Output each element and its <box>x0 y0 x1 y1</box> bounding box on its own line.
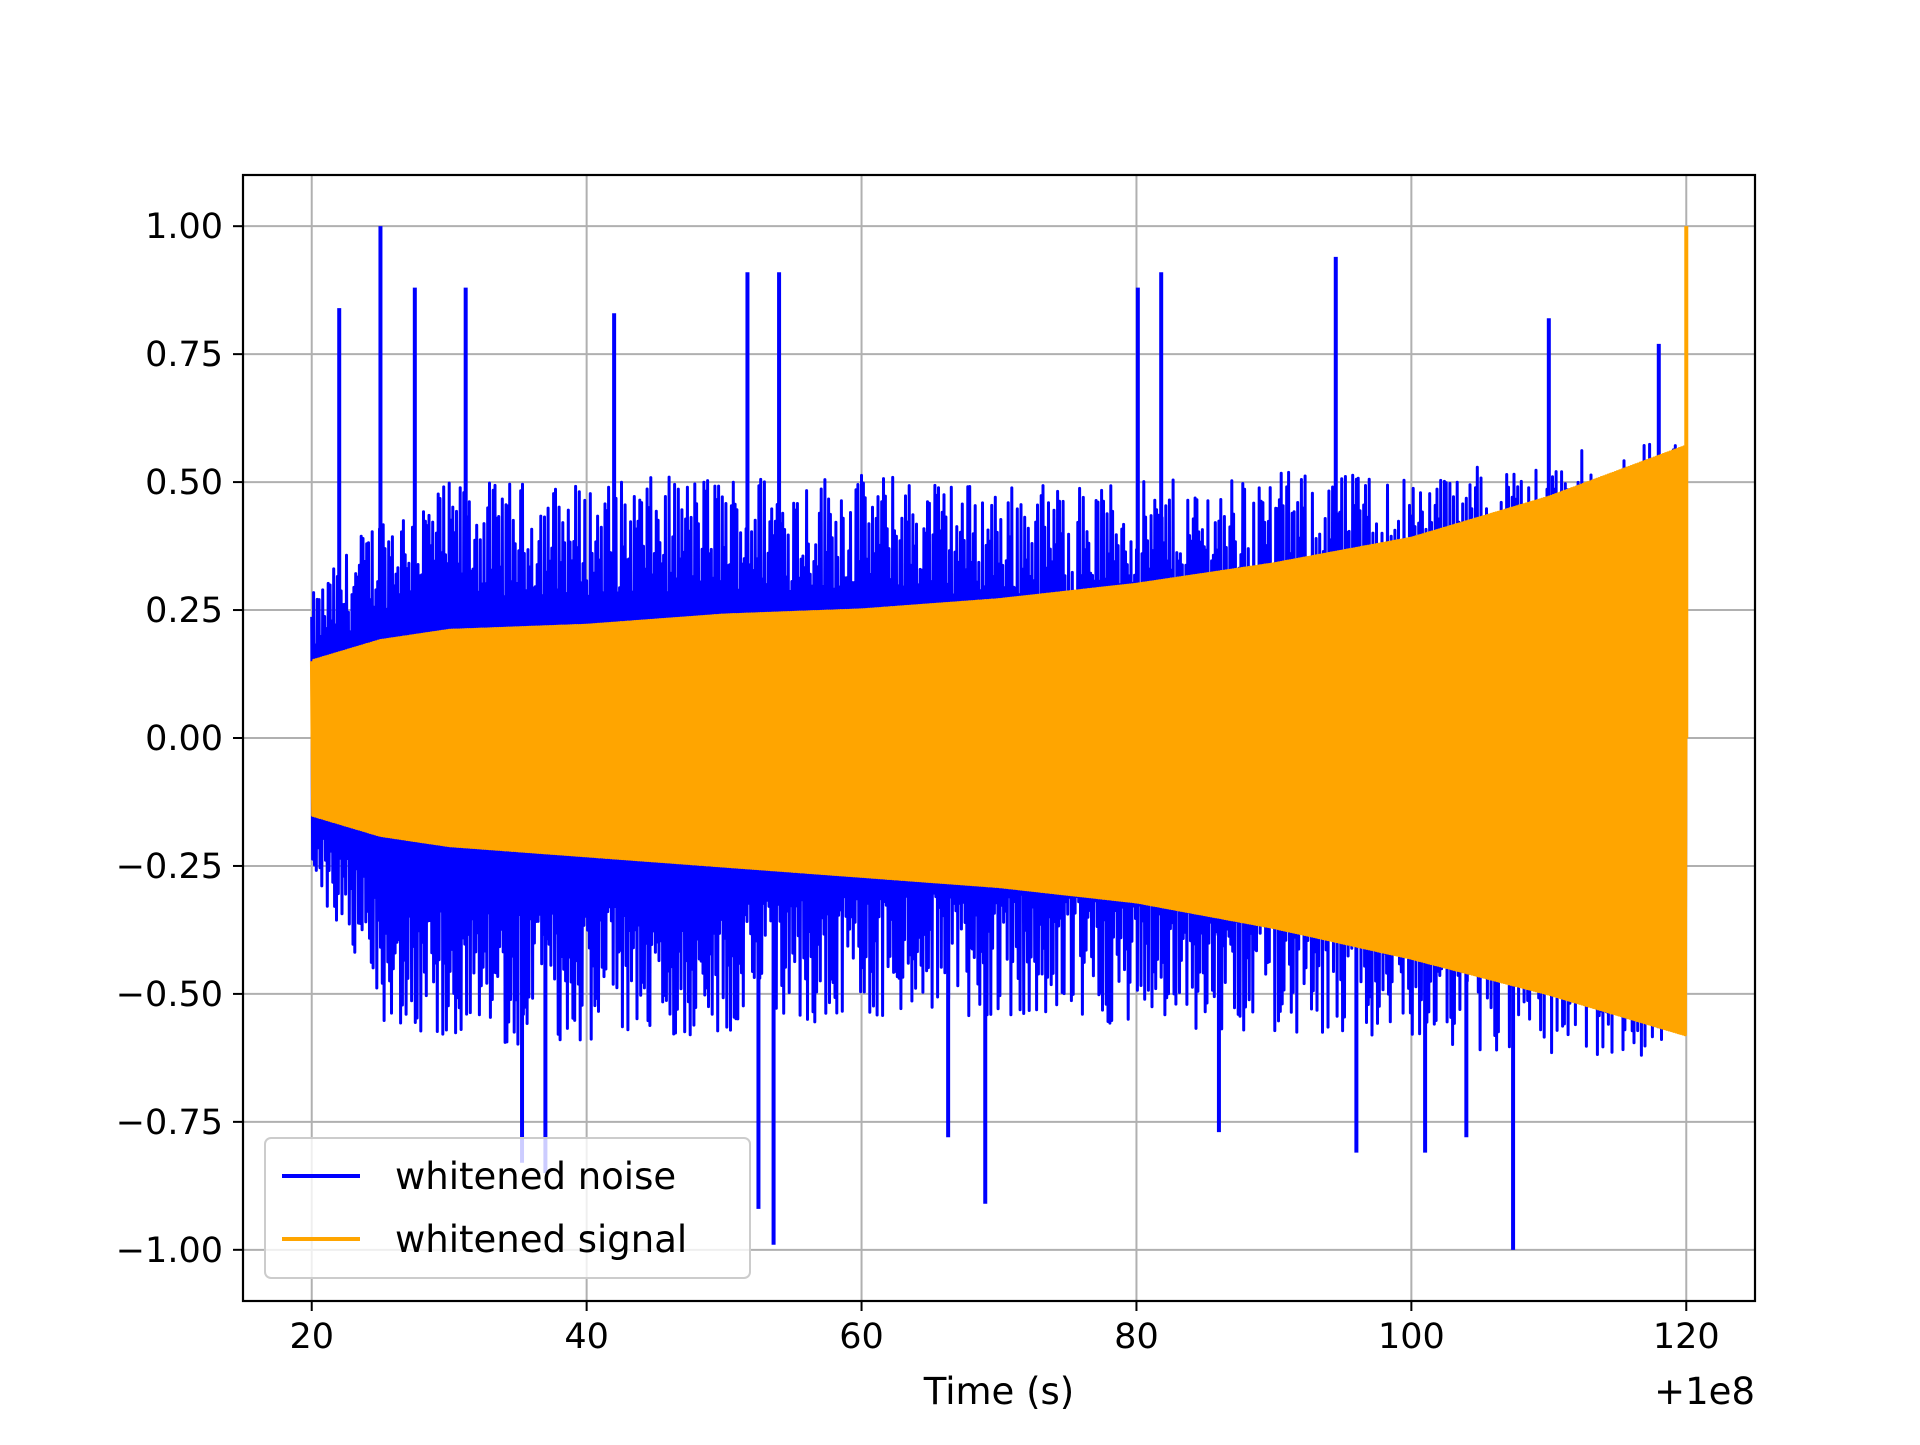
x-axis-ticks: 20 40 60 80 100 120 <box>289 1301 1720 1357</box>
y-tick-label: −0.25 <box>116 847 223 887</box>
y-tick-label: 0.00 <box>145 719 223 759</box>
series-line-whitened-noise <box>310 442 1688 1057</box>
y-tick-label: 0.50 <box>145 463 223 503</box>
x-axis-offset-label: +1e8 <box>1654 1370 1755 1413</box>
y-tick-label: 0.25 <box>145 591 223 631</box>
y-tick-label: −1.00 <box>116 1231 223 1271</box>
y-tick-label: −0.75 <box>116 1103 223 1143</box>
x-axis-label: Time (s) <box>923 1370 1074 1413</box>
y-tick-label: −0.50 <box>116 975 223 1015</box>
y-tick-label: 0.75 <box>145 335 223 375</box>
x-tick-label: 20 <box>289 1317 334 1357</box>
legend: whitened noise whitened signal <box>264 1137 751 1279</box>
series-layer <box>309 226 1689 1250</box>
legend-entry-whitened-noise: whitened noise <box>395 1155 676 1198</box>
y-axis-ticks: 1.00 0.75 0.50 0.25 0.00 −0.25 −0.50 −0.75 −1.00 <box>116 207 243 1271</box>
x-tick-label: 40 <box>564 1317 609 1357</box>
x-tick-label: 80 <box>1114 1317 1159 1357</box>
plot-area <box>309 226 1689 1250</box>
x-tick-label: 60 <box>839 1317 884 1357</box>
series-line-whitened-signal <box>309 445 1689 1037</box>
x-tick-label: 120 <box>1653 1317 1720 1357</box>
x-tick-label: 100 <box>1378 1317 1445 1357</box>
legend-box <box>264 1137 751 1279</box>
y-tick-label: 1.00 <box>145 207 223 247</box>
legend-entry-whitened-signal: whitened signal <box>395 1218 687 1261</box>
